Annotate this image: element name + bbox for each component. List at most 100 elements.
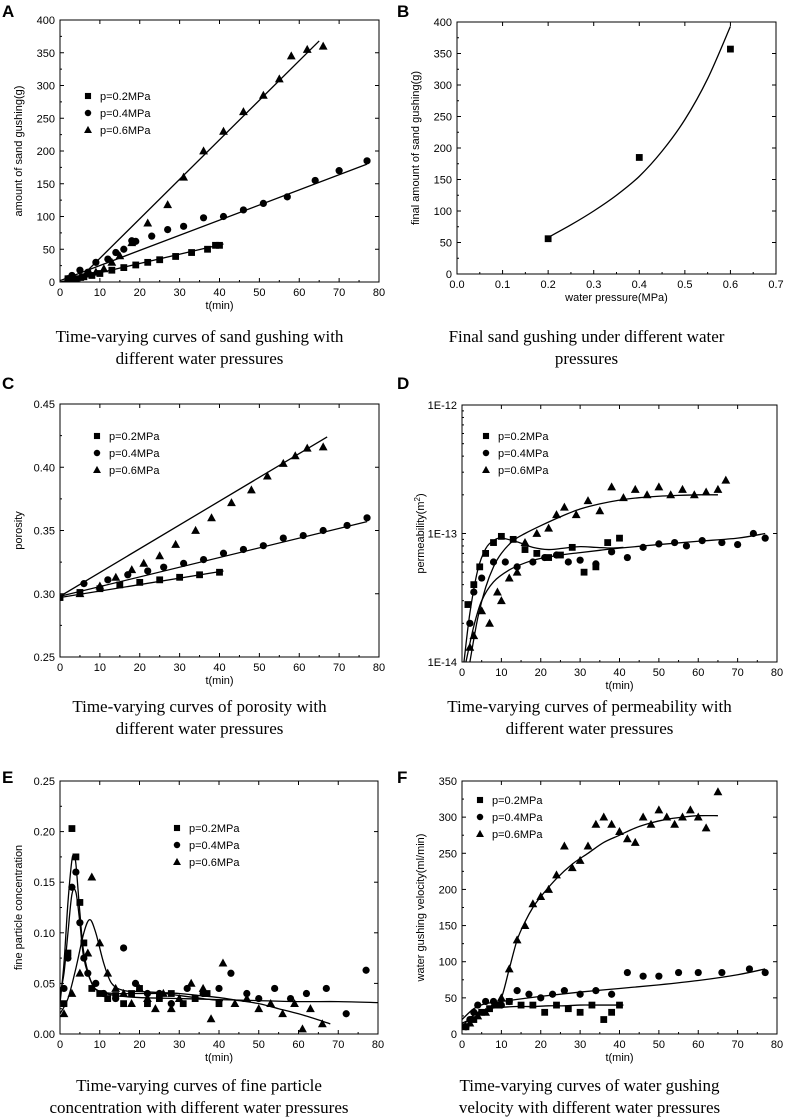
y-axis-label-text: amount of sand gushing(g) xyxy=(13,86,25,217)
figure-caption-line: velocity with different water pressures xyxy=(459,1098,720,1117)
series-p-0-4mpa-point xyxy=(180,559,188,567)
series-p-0-4mpa-point xyxy=(76,919,84,927)
x-tick-label: 30 xyxy=(173,1039,185,1051)
series-p-0-4mpa-point xyxy=(718,968,726,977)
series-p-0-4mpa-point xyxy=(682,542,691,550)
series-p-0-2mpa-point xyxy=(521,546,529,553)
series-p-0-6mpa-point xyxy=(465,642,475,651)
series-p-0-6mpa-point xyxy=(685,805,695,814)
y-tick-label: 50 xyxy=(43,244,55,256)
series-p-0-4mpa-point xyxy=(592,987,600,995)
series-p-0-6mpa-point xyxy=(266,999,276,1008)
series-p-0-2mpa-point xyxy=(470,581,478,589)
series-p-0-2mpa-point xyxy=(156,576,164,584)
series-p-0-6mpa-point xyxy=(60,1009,69,1018)
series-p-0-6mpa-point xyxy=(219,126,228,135)
series-p-0-6mpa-point xyxy=(103,968,113,977)
series-final-point xyxy=(544,235,552,243)
series-p-0-6mpa-point xyxy=(230,999,240,1008)
series-p-0-6mpa-point xyxy=(607,482,617,491)
series-p-0-2mpa-point xyxy=(132,261,140,269)
series-p-0-2mpa-point xyxy=(196,571,203,579)
series-p-0-6mpa-point xyxy=(552,870,561,879)
y-tick-label: 200 xyxy=(434,143,452,155)
series-p-0-2mpa-point xyxy=(216,241,223,249)
series-p-0-4mpa-point xyxy=(363,514,371,522)
legend-marker xyxy=(476,796,484,804)
plot-frame xyxy=(461,404,778,663)
series-p-0-2mpa-point xyxy=(144,258,152,266)
series-p-0-4mpa-point xyxy=(505,997,513,1006)
x-axis-label: t(min) xyxy=(605,1052,633,1064)
series-p-0-2mpa-point xyxy=(72,275,80,282)
series-p-0-2mpa-point xyxy=(136,578,144,586)
x-tick-label: 80 xyxy=(373,287,385,299)
series-p-0-6mpa-point xyxy=(512,567,522,576)
figure-caption-line: Time-varying curves of porosity with xyxy=(72,697,327,716)
series-p-0-2mpa-point xyxy=(96,270,104,277)
series-p-0-4mpa-point xyxy=(322,984,330,993)
x-tick-label: 30 xyxy=(574,667,586,679)
series-p-0-6mpa-point xyxy=(619,493,628,502)
series-p-0-6mpa-point xyxy=(646,819,656,828)
legend: p=0.2MPa p=0.4MPa p=0.6MPa xyxy=(173,823,240,869)
series-p-0-4mpa-point xyxy=(761,534,769,542)
series-p-0-2mpa-point xyxy=(204,245,211,253)
series-p-0-6mpa-point xyxy=(163,200,173,209)
legend-entry: p=0.2MPa xyxy=(100,91,151,103)
series-p-0-2mpa-point xyxy=(533,550,541,557)
legend-marker xyxy=(93,465,101,474)
panel-label: D xyxy=(397,374,409,393)
series-p-0-6mpa-point xyxy=(278,1009,287,1018)
series-p-0-4mpa-point xyxy=(734,540,742,549)
chart-panel-d: D 0 10 20 30 40 50 60 70 80 1E-14 1E-13 1E-12 t(min) p… xyxy=(397,374,783,738)
series-p-0-6mpa-point xyxy=(575,855,585,864)
x-tick-label: 80 xyxy=(372,1039,384,1051)
series-p-0-4mpa-point xyxy=(674,968,683,977)
series-p-0-4mpa-point xyxy=(478,574,486,582)
series-p-0-4mpa-point xyxy=(72,868,80,876)
series-p-0-6mpa-point xyxy=(127,999,136,1008)
y-tick-label: 250 xyxy=(37,113,55,125)
series-p-0-4mpa-point xyxy=(215,984,223,993)
series-p-0-4mpa-point xyxy=(112,994,120,1003)
series-p-0-6mpa-point xyxy=(179,172,189,181)
y-axis-label-text: final amount of sand gushing(g) xyxy=(410,71,422,225)
legend-marker xyxy=(84,92,92,100)
legend-entry: p=0.2MPa xyxy=(189,823,240,835)
series-p-0-2mpa-point xyxy=(616,534,623,542)
series-p-0-6mpa-point xyxy=(274,74,284,83)
series-p-0-2mpa-point xyxy=(604,539,612,546)
y-tick-label: 1E-13 xyxy=(428,529,457,541)
series-p-0-4mpa-point xyxy=(513,563,521,571)
series-p-0-4mpa-point xyxy=(513,987,521,995)
series-p-0-2mpa-point xyxy=(576,1008,584,1016)
x-axis-label: t(min) xyxy=(205,675,233,687)
legend-entry: p=0.4MPa xyxy=(100,108,151,120)
series-p-0-6mpa-point xyxy=(544,884,554,893)
series-p-0-6mpa-point xyxy=(317,1019,327,1028)
series-p-0-6mpa-point xyxy=(95,581,105,590)
x-tick-label: 0.1 xyxy=(495,279,510,291)
x-tick-label: 20 xyxy=(535,1039,547,1051)
series-p-0-2mpa-point xyxy=(482,550,490,557)
series-p-0-6mpa-point xyxy=(87,872,97,881)
series-p-0-4mpa-point xyxy=(64,954,72,962)
series-p-0-6mpa-point xyxy=(473,1011,483,1020)
series-p-0-6mpa-point xyxy=(496,596,506,605)
y-axis-label-text: fine particle concentration xyxy=(13,845,25,970)
series-p-0-6mpa-point xyxy=(630,837,640,846)
series-p-0-6mpa-point xyxy=(91,267,101,276)
plot-area xyxy=(60,436,371,601)
series-p-0-6mpa-point xyxy=(469,631,479,640)
series-p-0-6mpa-point xyxy=(701,823,711,832)
series-p-0-6mpa-point xyxy=(654,482,664,491)
series-p-0-6mpa-point xyxy=(143,993,152,1002)
plot-area xyxy=(462,787,769,1031)
legend-entry: p=0.6MPa xyxy=(492,829,543,841)
series-p-0-4mpa-point xyxy=(167,1000,175,1008)
series-p-0-2mpa-point xyxy=(608,1008,616,1016)
chart-panel-e: E 0 10 20 30 40 50 60 70 80 0.00 0.05 0.10 0.15 0.20 0.… xyxy=(2,768,384,1117)
series-p-0-4mpa-point xyxy=(299,531,307,540)
